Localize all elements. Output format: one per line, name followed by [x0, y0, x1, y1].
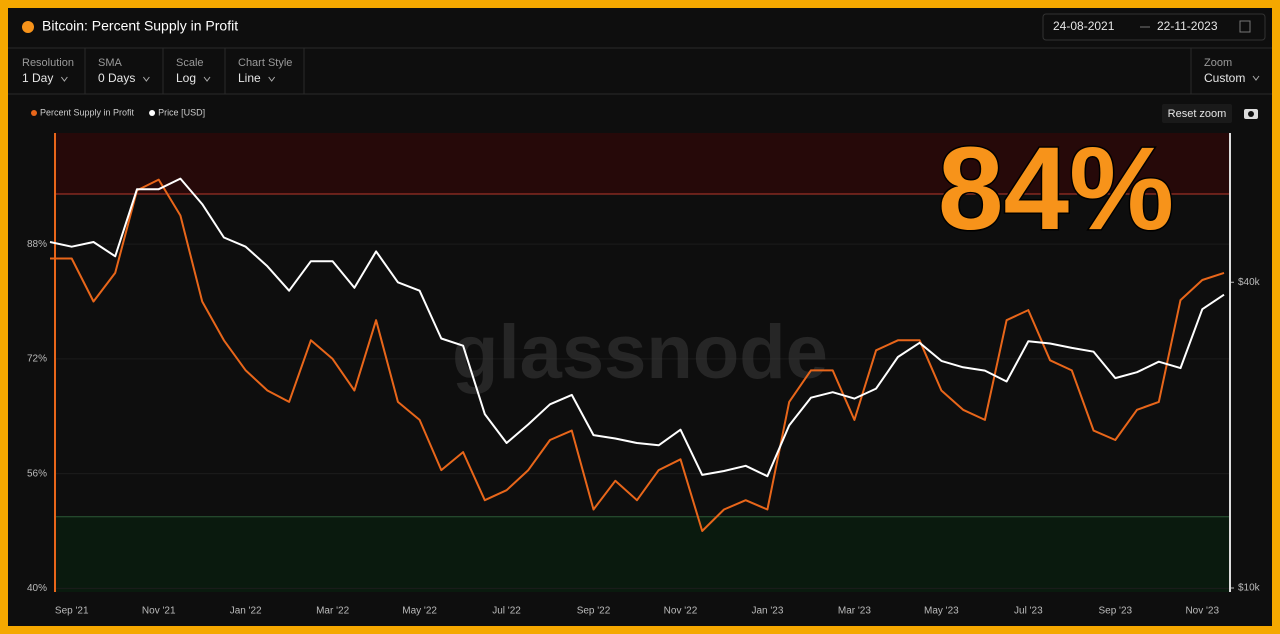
chevron: [203, 76, 211, 82]
control-label: Scale: [176, 57, 204, 69]
camera-lens: [1248, 111, 1254, 117]
x-tick-label: May '23: [924, 606, 959, 617]
date-from[interactable]: 24-08-2021: [1053, 19, 1115, 33]
chart-title: Bitcoin: Percent Supply in Profit: [42, 18, 238, 34]
zoom-value[interactable]: Custom: [1204, 71, 1245, 85]
annotation: 84%: [938, 123, 1174, 255]
x-tick-label: May '22: [402, 606, 437, 617]
y-tick-label: 72%: [27, 354, 47, 365]
zoom-label: Zoom: [1204, 57, 1232, 69]
control-value[interactable]: Log: [176, 71, 196, 85]
control-value[interactable]: 0 Days: [98, 71, 135, 85]
x-tick-label: Jul '23: [1014, 606, 1043, 617]
legend-label[interactable]: Price [USD]: [158, 107, 205, 117]
calendar-icon[interactable]: [1239, 20, 1251, 33]
x-tick-label: Sep '22: [577, 606, 611, 617]
lower-zone: [55, 516, 1230, 592]
watermark: glassnode: [452, 310, 828, 395]
bitcoin-icon: [22, 21, 34, 33]
y2-tick-label: $10k: [1238, 583, 1261, 594]
y-tick-label: 40%: [27, 583, 47, 594]
y2-tick-label: $40k: [1238, 277, 1261, 288]
legend-marker: [149, 110, 156, 116]
series-line: [49, 177, 1225, 478]
x-tick-label: Jul '22: [492, 606, 521, 617]
plot: 40% 56% 72% 88% $10k $40k Sep '21 Nov '21 Jan '2…: [27, 107, 1261, 616]
date-to[interactable]: 22-11-2023: [1157, 19, 1218, 33]
x-tick-label: Sep '21: [55, 606, 89, 617]
x-tick-label: Mar '23: [838, 606, 871, 617]
x-tick-label: Jan '22: [230, 606, 262, 617]
control-value[interactable]: Line: [238, 71, 261, 85]
x-tick-label: Mar '22: [316, 606, 349, 617]
reset-zoom[interactable]: Reset zoom: [1168, 108, 1227, 120]
series-line: [50, 178, 1225, 532]
legend-label[interactable]: Percent Supply in Profit: [40, 107, 135, 117]
x-tick-label: Nov '22: [664, 606, 698, 617]
toolbar: Resolution 1 Day SMA 0 Days Scale Log Chart St…: [22, 48, 305, 94]
control-label: Resolution: [22, 57, 74, 69]
y-tick-label: 88%: [27, 239, 47, 250]
control-label: SMA: [98, 57, 123, 69]
upper-zone: [55, 133, 1230, 194]
reset-zoom-button[interactable]: [1162, 104, 1232, 123]
control-label: Chart Style: [238, 57, 292, 69]
x-tick-label: Nov '21: [142, 606, 176, 617]
chevron: [142, 76, 150, 82]
control-value[interactable]: 1 Day: [22, 71, 53, 85]
chevron: [60, 76, 68, 82]
legend-marker: [31, 110, 37, 116]
date-range[interactable]: [1042, 13, 1266, 41]
chevron: [1252, 75, 1260, 81]
chevron: [268, 76, 276, 82]
y-tick-label: 56%: [27, 468, 47, 479]
x-tick-label: Jan '23: [751, 606, 783, 617]
x-tick-label: Nov '23: [1185, 606, 1219, 617]
x-tick-label: Sep '23: [1098, 606, 1132, 617]
